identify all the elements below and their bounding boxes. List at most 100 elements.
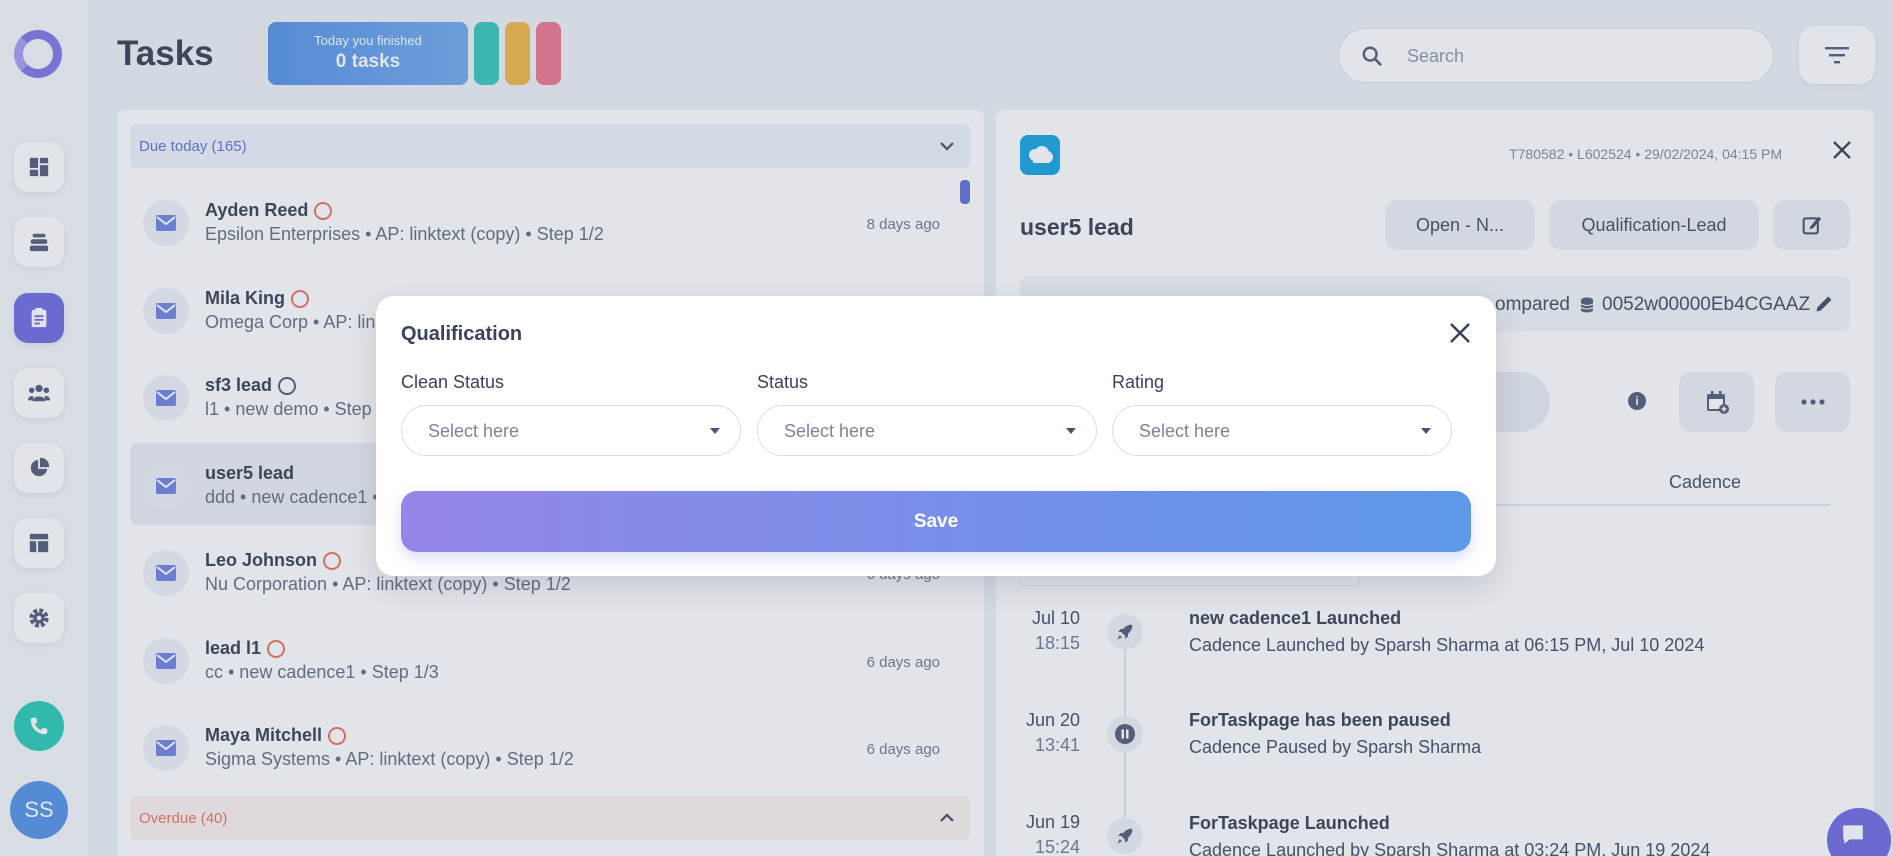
task-time: 8 days ago: [866, 216, 940, 233]
page-title: Tasks: [117, 34, 214, 73]
people-icon: [28, 384, 50, 402]
task-row[interactable]: Maya Mitchell Sigma Systems • AP: linkte…: [130, 705, 940, 787]
finished-label: Today you finished: [314, 33, 422, 48]
caret-down-icon: [1066, 428, 1076, 434]
chevron-down-icon: [940, 142, 954, 151]
timezone-globe-icon: [291, 289, 309, 308]
search-icon: [1362, 46, 1383, 67]
close-icon[interactable]: [1449, 322, 1471, 344]
pencil-icon[interactable]: [1814, 294, 1834, 314]
crm-id: 0052w00000Eb4CGAAZ: [1580, 294, 1810, 316]
finished-count: 0 tasks: [335, 51, 401, 72]
modal-title: Qualification: [401, 323, 523, 345]
sidebar-item-templates[interactable]: [14, 518, 64, 568]
task-name: lead l1: [205, 638, 286, 659]
timezone-globe-icon: [278, 376, 297, 395]
mail-icon: [143, 463, 189, 509]
more-horizontal-icon: [1800, 399, 1825, 405]
tab-cadence[interactable]: Cadence: [1669, 472, 1742, 492]
sidebar-item-dashboard[interactable]: [14, 142, 64, 192]
sidebar-item-inbox[interactable]: [14, 217, 64, 267]
filter-button[interactable]: [1799, 26, 1875, 84]
sidebar-item-tasks[interactable]: [14, 293, 64, 343]
rocket-icon: [1107, 818, 1143, 854]
gear-icon: [29, 608, 49, 628]
task-name: Maya Mitchell: [205, 725, 347, 746]
lead-stage-button[interactable]: Qualification-Lead: [1549, 200, 1759, 250]
avatar[interactable]: SS: [10, 781, 68, 839]
task-name: user5 lead: [205, 463, 295, 483]
task-name: Leo Johnson: [205, 550, 341, 571]
timeline-title: ForTaskpage Launched: [1189, 813, 1390, 833]
help-chat-button[interactable]: [1827, 808, 1891, 856]
task-subtitle: Epsilon Enterprises • AP: linktext (copy…: [205, 224, 604, 244]
mail-icon: [143, 288, 189, 334]
mail-icon: [143, 725, 189, 771]
status-pill-orange[interactable]: [505, 22, 530, 85]
status-pill-teal[interactable]: [474, 22, 499, 85]
timeline-title: new cadence1 Launched: [1189, 608, 1402, 628]
caret-down-icon: [710, 428, 720, 434]
schedule-button[interactable]: [1679, 372, 1754, 432]
close-panel-icon[interactable]: [1832, 140, 1852, 160]
caret-down-icon: [1421, 428, 1431, 434]
timeline-connector: [1124, 650, 1126, 720]
lead-meta: T780582 • L602524 • 29/02/2024, 04:15 PM: [1509, 146, 1782, 162]
scrollbar-thumb[interactable]: [960, 180, 970, 204]
filter-icon: [1825, 47, 1849, 64]
task-name: sf3 lead: [205, 375, 297, 396]
due-today-label: Due today (165): [139, 137, 247, 155]
task-subtitle: l1 • new demo • Step 1/2: [205, 399, 402, 419]
tasks-clipboard-icon: [31, 307, 47, 328]
select-value: Select here: [784, 421, 876, 441]
task-row[interactable]: sf3 lead l1 • new demo • Step 1/2: [130, 355, 940, 437]
lead-name: user5 lead: [1020, 214, 1134, 240]
task-time: 6 days ago: [866, 741, 940, 758]
app-logo-icon[interactable]: [14, 30, 62, 78]
edit-lead-button[interactable]: [1773, 200, 1850, 250]
task-subtitle: Nu Corporation • AP: linktext (copy) • S…: [205, 574, 571, 594]
phone-button[interactable]: [14, 701, 64, 751]
clean-status-select[interactable]: Select here: [401, 405, 741, 456]
overdue-group-header[interactable]: Overdue (40): [130, 796, 970, 840]
mail-icon: [143, 550, 189, 596]
task-subtitle: cc • new cadence1 • Step 1/3: [205, 662, 439, 682]
status-select[interactable]: Select here: [757, 405, 1097, 456]
task-row[interactable]: Ayden Reed Epsilon Enterprises • AP: lin…: [130, 180, 940, 262]
timezone-globe-icon: [314, 201, 333, 220]
chat-help-icon: [1843, 825, 1863, 844]
lead-status-button[interactable]: Open - N...: [1385, 200, 1535, 250]
timeline-date: Jun 19 15:24: [1025, 812, 1080, 856]
due-today-group-header[interactable]: Due today (165): [130, 124, 970, 168]
calendar-add-icon: [1706, 391, 1729, 414]
edit-icon: [1802, 216, 1821, 235]
task-row[interactable]: lead l1 cc • new cadence1 • Step 1/3 6 d…: [130, 618, 940, 700]
pause-icon: [1107, 716, 1143, 752]
sidebar-item-people[interactable]: [14, 368, 64, 418]
clean-status-label: Clean Status: [401, 372, 505, 392]
task-name: Mila King: [205, 288, 309, 309]
info-icon[interactable]: i: [1628, 392, 1646, 410]
qualification-modal: Qualification Clean Status Select here S…: [376, 296, 1496, 576]
sidebar: SS: [0, 0, 88, 856]
compared-text: ompared: [1495, 294, 1570, 315]
more-options-button[interactable]: [1775, 372, 1850, 432]
rocket-icon: [1107, 614, 1143, 650]
timezone-globe-icon: [267, 639, 286, 658]
timezone-globe-icon: [323, 551, 341, 570]
mail-icon: [143, 638, 189, 684]
timezone-globe-icon: [328, 726, 347, 745]
timeline-description: Cadence Launched by Sparsh Sharma at 03:…: [1189, 840, 1711, 856]
task-subtitle: Sigma Systems • AP: linktext (copy) • St…: [205, 749, 574, 769]
search-input[interactable]: [1407, 41, 1747, 71]
save-button[interactable]: Save: [401, 491, 1471, 552]
sidebar-item-settings[interactable]: [14, 593, 64, 643]
select-value: Select here: [1139, 421, 1231, 441]
sidebar-item-reports[interactable]: [14, 443, 64, 493]
templates-icon: [29, 533, 49, 553]
search-box: [1338, 28, 1774, 83]
rating-select[interactable]: Select here: [1112, 405, 1452, 456]
phone-icon: [30, 717, 48, 735]
status-pill-pink[interactable]: [536, 22, 561, 85]
task-row[interactable]: Leo Johnson Nu Corporation • AP: linktex…: [130, 530, 940, 612]
